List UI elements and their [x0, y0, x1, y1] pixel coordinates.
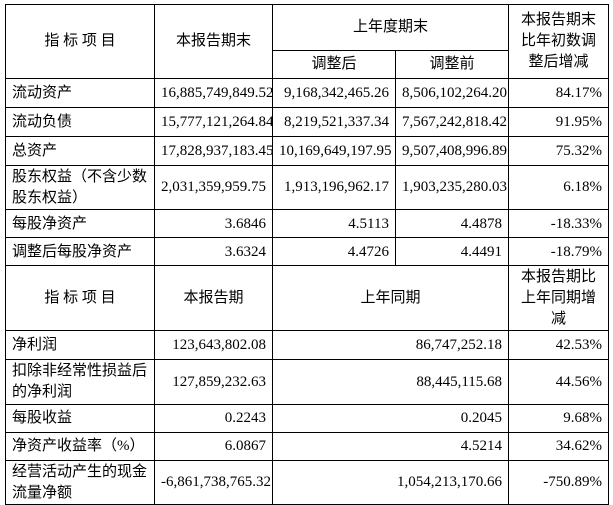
value-current: 2,031,359,959.75	[154, 164, 273, 211]
value-before: 9,507,408,996.89	[394, 136, 510, 166]
row-label: 净利润	[5, 330, 155, 361]
row-label: 流动负债	[5, 107, 155, 137]
section2-change-header: 本报告期比上年同期增减	[508, 265, 610, 332]
row-label: 总资产	[5, 136, 155, 166]
value-change: 84.17%	[508, 78, 610, 108]
table-row-adjusted-net-assets-per-share: 调整后每股净资产 3.6324 4.4726 4.4491 -18.79%	[5, 237, 610, 267]
financial-indicators-table: 指 标 项 目 本报告期末 上年度期末 本报告期末比年初数调整后增减 调整后 调…	[5, 4, 610, 505]
value-change: 34.62%	[508, 431, 610, 461]
table-row-return-on-equity: 净资产收益率（%） 6.0867 4.5214 34.62%	[5, 431, 610, 461]
table-row-shareholders-equity: 股东权益（不含少数股东权益） 2,031,359,959.75 1,913,19…	[5, 164, 610, 211]
table-row-net-profit-excl-nonrecurring: 扣除非经常性损益后的净利润 127,859,232.63 88,445,115.…	[5, 359, 610, 405]
row-label: 每股净资产	[5, 209, 155, 239]
value-change: -18.33%	[508, 209, 610, 239]
section1-before-adjust-header: 调整前	[394, 50, 510, 79]
row-label: 每股收益	[5, 403, 155, 433]
value-current: 3.6324	[154, 237, 273, 267]
section1-indicator-header: 指 标 项 目	[5, 4, 155, 79]
section2-header-row: 指 标 项 目 本报告期 上年同期 本报告期比上年同期增减	[5, 265, 610, 332]
value-adjusted: 1,913,196,962.17	[272, 164, 396, 211]
table-row-earnings-per-share: 每股收益 0.2243 0.2045 9.68%	[5, 403, 610, 433]
table-row-net-profit: 净利润 123,643,802.08 86,747,252.18 42.53%	[5, 330, 610, 361]
value-change: 75.32%	[508, 136, 610, 166]
document-page: 指 标 项 目 本报告期末 上年度期末 本报告期末比年初数调整后增减 调整后 调…	[5, 4, 610, 505]
section2-prior-year-same-period-header: 上年同期	[271, 265, 510, 332]
value-adjusted: 10,169,649,197.95	[272, 136, 396, 166]
row-label: 净资产收益率（%）	[5, 431, 155, 461]
value-current: 3.6846	[154, 209, 273, 239]
value-prior: 1,054,213,170.66	[271, 459, 510, 505]
value-change: 9.68%	[508, 403, 610, 433]
table-row-operating-cash-flow: 经营活动产生的现金流量净额 -6,861,738,765.32 1,054,21…	[5, 459, 610, 505]
value-current: -6,861,738,765.32	[154, 459, 273, 505]
value-before: 4.4878	[394, 209, 510, 239]
value-change: -750.89%	[508, 459, 610, 505]
section1-prior-year-end-group-header: 上年度期末	[271, 4, 510, 51]
section2-indicator-header: 指 标 项 目	[5, 265, 155, 332]
table-row-net-assets-per-share: 每股净资产 3.6846 4.5113 4.4878 -18.33%	[5, 209, 610, 239]
row-label: 股东权益（不含少数股东权益）	[5, 164, 155, 211]
value-change: 44.56%	[508, 359, 610, 405]
value-change: -18.79%	[508, 237, 610, 267]
value-change: 91.95%	[508, 107, 610, 137]
value-adjusted: 4.5113	[272, 209, 396, 239]
row-label: 扣除非经常性损益后的净利润	[5, 359, 155, 405]
value-current: 15,777,121,264.84	[154, 107, 273, 137]
value-change: 42.53%	[508, 330, 610, 361]
value-before: 7,567,242,818.42	[394, 107, 510, 137]
table-row-total-assets: 总资产 17,828,937,183.45 10,169,649,197.95 …	[5, 136, 610, 166]
table-row-current-assets: 流动资产 16,885,749,849.52 9,168,342,465.26 …	[5, 78, 610, 108]
row-label: 调整后每股净资产	[5, 237, 155, 267]
value-before: 1,903,235,280.03	[394, 164, 510, 211]
value-current: 6.0867	[154, 431, 273, 461]
section1-adjusted-header: 调整后	[272, 50, 396, 79]
value-current: 123,643,802.08	[154, 330, 273, 361]
value-prior: 86,747,252.18	[271, 330, 510, 361]
value-current: 16,885,749,849.52	[154, 78, 273, 108]
section1-header-row-2: 调整后 调整前	[6, 50, 609, 79]
section2-current-period-header: 本报告期	[154, 265, 273, 332]
value-change: 6.18%	[508, 164, 610, 211]
value-prior: 88,445,115.68	[271, 359, 510, 405]
value-before: 8,506,102,264.20	[394, 78, 510, 108]
value-current: 0.2243	[154, 403, 273, 433]
row-label: 经营活动产生的现金流量净额	[5, 459, 155, 505]
table-row-current-liabilities: 流动负债 15,777,121,264.84 8,219,521,337.34 …	[5, 107, 610, 137]
section1-header-row-1: 指 标 项 目 本报告期末 上年度期末 本报告期末比年初数调整后增减	[5, 4, 610, 79]
value-prior: 4.5214	[271, 431, 510, 461]
value-current: 127,859,232.63	[154, 359, 273, 405]
section1-current-period-end-header: 本报告期末	[154, 4, 273, 79]
section1-change-header: 本报告期末比年初数调整后增减	[508, 4, 610, 79]
row-label: 流动资产	[5, 78, 155, 108]
value-adjusted: 8,219,521,337.34	[272, 107, 396, 137]
value-prior: 0.2045	[271, 403, 510, 433]
value-current: 17,828,937,183.45	[154, 136, 273, 166]
value-before: 4.4491	[394, 237, 510, 267]
value-adjusted: 9,168,342,465.26	[272, 78, 396, 108]
value-adjusted: 4.4726	[272, 237, 396, 267]
